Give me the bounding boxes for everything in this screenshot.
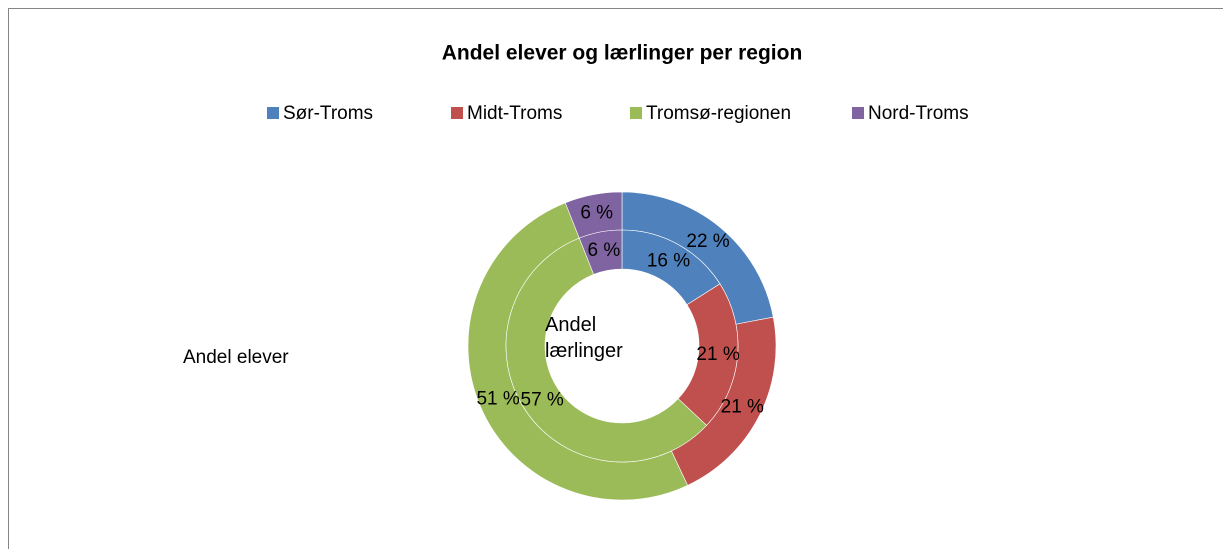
data-label: 16 %: [647, 250, 690, 271]
data-label: 6 %: [588, 240, 621, 261]
doughnut-segment: [505, 237, 707, 463]
legend-label: Nord-Troms: [868, 103, 969, 124]
legend-label: Tromsø-regionen: [646, 103, 791, 124]
series-name: Andel elever: [183, 347, 289, 368]
data-label: 51 %: [476, 389, 519, 410]
legend-label: Sør-Troms: [283, 103, 373, 124]
doughnut-segment: [578, 229, 623, 275]
legend-swatch: [451, 107, 463, 119]
legend-swatch: [267, 107, 279, 119]
series-name: Andel lærlinger: [545, 314, 623, 362]
legend-swatch: [852, 107, 864, 119]
data-label: 22 %: [686, 231, 729, 252]
data-label: 6 %: [580, 202, 613, 223]
data-label: 21 %: [721, 396, 764, 417]
legend-label: Midt-Troms: [467, 103, 562, 124]
legend-swatch: [630, 107, 642, 119]
data-label: 21 %: [696, 344, 739, 365]
chart-title: Andel elever og lærlinger per region: [442, 42, 803, 65]
data-label: 57 %: [521, 389, 564, 410]
